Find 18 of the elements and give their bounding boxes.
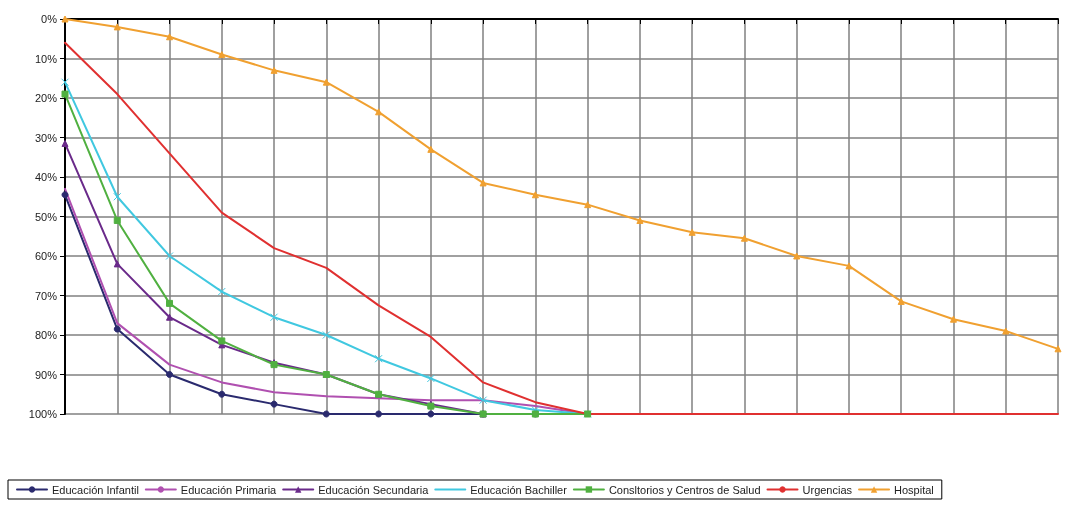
y-tick-label: 40%	[34, 171, 58, 183]
legend-label: Hospital	[894, 483, 934, 496]
legend-label: Educación Secundaria	[318, 483, 430, 496]
legend-label: Consltorios y Centros de Salud	[608, 483, 761, 496]
y-tick-label: 70%	[34, 289, 58, 302]
legend-label: Educación Primaria	[180, 483, 278, 496]
y-tick-label: 10%	[34, 52, 58, 65]
y-tick-label: 100%	[28, 408, 58, 420]
legend-label: Educación Bachiller	[470, 483, 568, 496]
y-tick-label: 60%	[34, 250, 58, 262]
y-tick-label: 90%	[34, 368, 58, 381]
y-tick-label: 20%	[34, 92, 58, 104]
y-tick-label: 0%	[41, 13, 58, 25]
legend-label: Urgencias	[802, 483, 853, 496]
y-tick-label: 80%	[34, 329, 58, 341]
legend-label: Educación Infantil	[52, 483, 139, 496]
y-tick-label: 30%	[34, 131, 58, 144]
y-tick-label: 50%	[34, 210, 58, 223]
